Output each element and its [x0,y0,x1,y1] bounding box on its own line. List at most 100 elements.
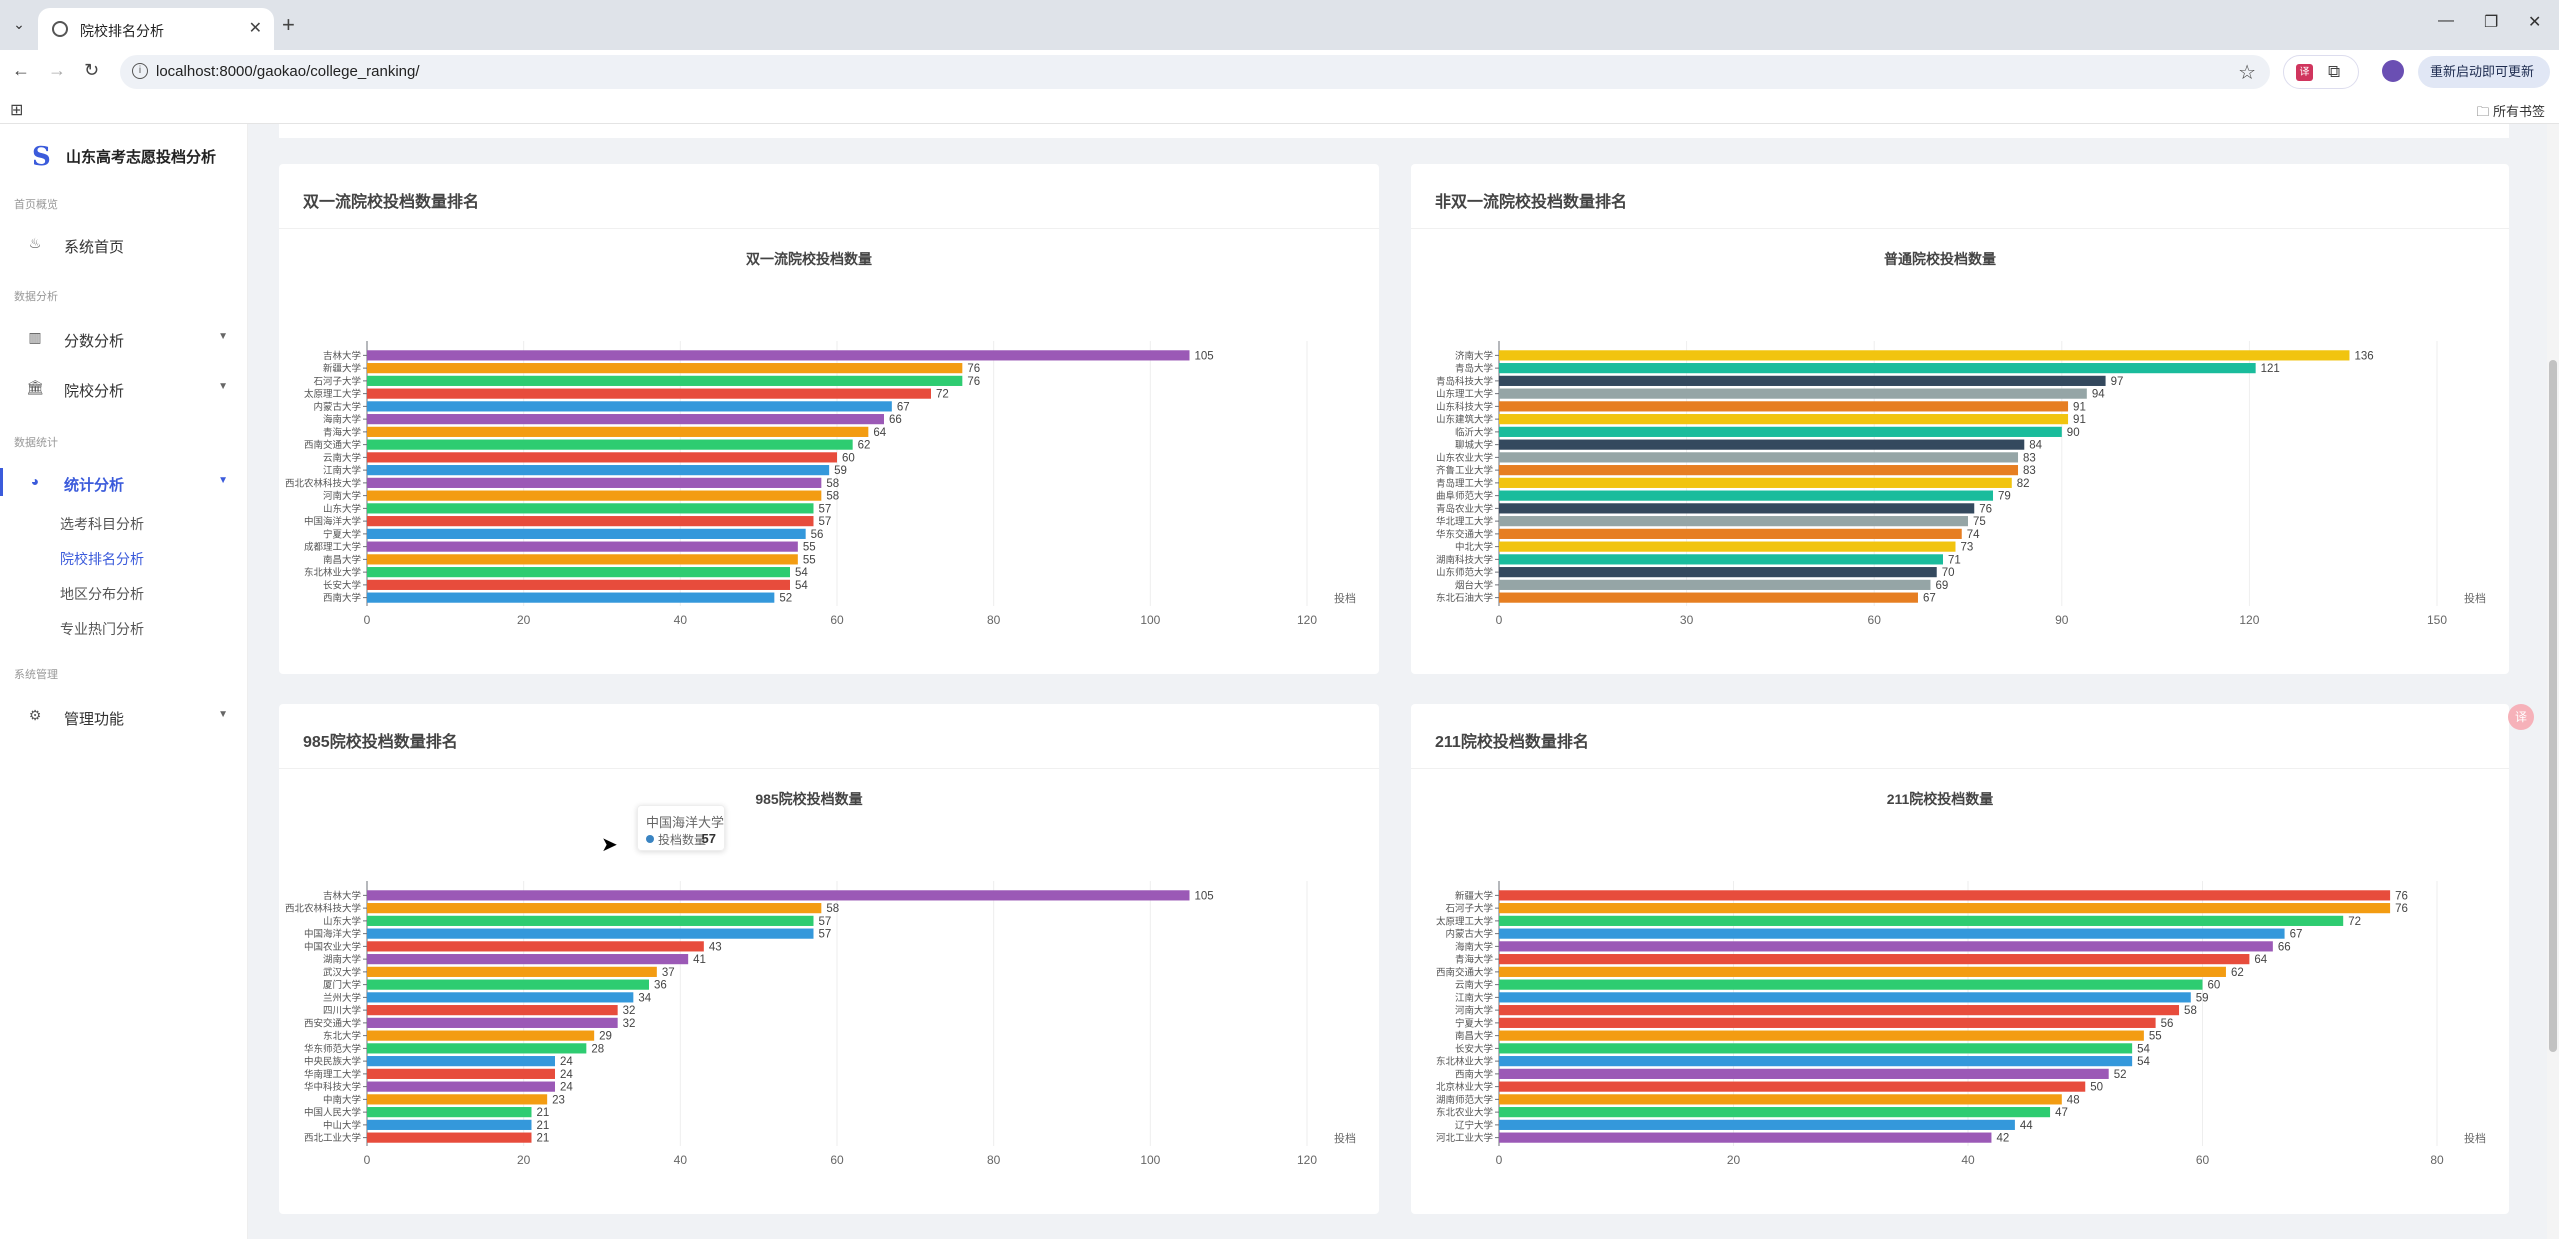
data-label: 76 [967,363,980,375]
bar [1499,1094,2062,1105]
data-label: 105 [1195,890,1214,902]
data-label: 76 [2395,890,2408,902]
subitem-majors[interactable]: 专业热门分析 [60,621,144,637]
data-label: 54 [795,567,808,579]
new-tab-icon[interactable]: + [282,12,295,37]
y-tick-label: 吉林大学 [323,350,361,362]
bar [1499,401,2069,412]
double-first-chart[interactable]: 双一流院校投档数量 0 20 40 60 80 100 120 吉林大学 105 新疆大学 76 石河子… [279,229,1379,674]
chevron-down-icon: ▼ [218,381,228,392]
subitem-subjects[interactable]: 选考科目分析 [60,516,144,532]
scrollbar-thumb[interactable] [2549,360,2557,1052]
forward-icon[interactable]: → [48,60,66,80]
bar [367,1043,587,1054]
bar [1499,1068,2109,1079]
x-tick-label: 20 [1727,1153,1741,1167]
bar [367,528,806,539]
data-label: 91 [2073,401,2086,413]
data-label: 48 [2067,1094,2080,1106]
data-label: 21 [537,1107,550,1119]
translate-float-icon[interactable]: 译 [2508,704,2534,730]
data-label: 97 [2111,376,2124,388]
url-field[interactable]: i localhost:8000/gaokao/college_ranking/… [120,55,2270,89]
y-tick-label: 山东科技大学 [1436,401,1493,413]
data-label: 76 [967,376,980,388]
data-label: 70 [1942,567,1955,579]
bar [1499,979,2203,990]
tab-search-icon[interactable]: ⌄ [13,16,25,32]
x-tick-label: 40 [674,613,688,627]
y-tick-label: 山东大学 [323,503,361,515]
sidebar-item-admin[interactable]: ⚙ 管理功能 ▼ [0,696,248,736]
tab-title: 院校排名分析 [80,23,164,39]
data-label: 66 [889,414,902,426]
data-label: 83 [2023,465,2036,477]
bar [367,375,963,386]
window-close-icon[interactable]: ✕ [2528,14,2542,31]
bar [1499,350,2350,361]
x-tick-label: 100 [1140,613,1160,627]
chevron-down-icon: ▼ [218,709,228,720]
data-label: 57 [819,929,832,941]
sidebar-item-score[interactable]: ▥ 分数分析 ▼ [0,318,248,358]
sidebar-item-college[interactable]: 🏛 院校分析 ▼ [0,368,248,408]
data-label: 62 [2231,967,2244,979]
sidebar-item-stats[interactable]: ◕ 统计分析 ▼ [0,462,248,502]
y-tick-label: 吉林大学 [323,890,361,902]
url-text[interactable]: localhost:8000/gaokao/college_ranking/ [156,63,420,80]
data-label: 60 [842,452,855,464]
subitem-college-ranking[interactable]: 院校排名分析 [60,551,144,567]
y-tick-label: 内蒙古大学 [313,401,361,413]
bar [367,592,775,603]
back-icon[interactable]: ← [12,60,30,80]
y-tick-label: 河南大学 [1455,1005,1493,1017]
close-tab-icon[interactable]: ✕ [248,20,262,37]
bar [367,941,704,952]
sidebar-item-home[interactable]: ♨ 系统首页 [0,224,248,264]
page-scrollbar[interactable] [2547,124,2559,1239]
y-tick-label: 太原理工大学 [304,388,361,400]
y-tick-label: 齐鲁工业大学 [1436,465,1493,477]
c211-chart[interactable]: 211院校投档数量 0 20 40 60 80 新疆大学 76 石河子大学 76 太原理工大学 72 内… [1411,769,2509,1214]
data-label: 67 [1923,593,1936,605]
bar [1499,992,2191,1003]
gears-icon: ⚙ [28,707,42,723]
bar [1499,490,1994,501]
apps-grid-icon[interactable]: ⊞ [10,102,24,119]
y-tick-label: 湖南师范大学 [1436,1094,1493,1106]
c985-chart[interactable]: 985院校投档数量 0 20 40 60 80 100 120 吉林大学 105 西北农林科技大学 5… [279,769,1379,1214]
logo-icon: S [32,142,51,172]
bookmark-star-icon[interactable]: ☆ [2238,62,2256,84]
restore-icon[interactable]: ❐ [2484,14,2499,31]
reload-icon[interactable]: ↻ [84,60,100,80]
tooltip-title: 中国海洋大学 [646,815,725,830]
x-tick-label: 0 [1496,613,1503,627]
update-label: 重新启动即可更新 [2430,64,2535,79]
bar [1499,516,1968,527]
browser-tab[interactable]: 院校排名分析 ✕ [38,8,274,50]
data-label: 59 [2196,992,2209,1004]
data-label: 74 [1967,529,1980,541]
card-divider [279,228,1379,229]
subitem-region[interactable]: 地区分布分析 [60,586,144,602]
bar [1499,954,2250,965]
bar [367,1005,618,1016]
minimize-icon[interactable]: — [2438,12,2454,29]
bar [1499,1119,2015,1130]
bar [367,350,1190,361]
y-tick-label: 西北农林科技大学 [285,903,361,915]
site-info-icon[interactable]: i [132,63,148,79]
non-double-chart[interactable]: 普通院校投档数量 0 30 60 90 120 150 济南大学 136 青岛大学 121 青岛科技大… [1411,229,2509,674]
puzzle-icon[interactable]: ⧉ [2328,62,2341,81]
y-tick-label: 西南交通大学 [304,439,361,451]
profile-avatar[interactable] [2382,60,2404,82]
y-tick-label: 西南大学 [1455,1068,1493,1080]
y-tick-label: 河南大学 [323,490,361,502]
translate-extension-icon[interactable]: 译 [2296,64,2313,81]
update-button[interactable]: 重新启动即可更新 ⋮ [2418,56,2550,111]
all-bookmarks[interactable]: 🗀 所有书签 [2476,104,2545,119]
app-title: 山东高考志愿投档分析 [66,149,217,166]
mouse-cursor-icon: ➤ [601,834,618,856]
x-tick-label: 150 [2427,613,2447,627]
sidebar-item-label: 分数分析 [64,333,125,350]
